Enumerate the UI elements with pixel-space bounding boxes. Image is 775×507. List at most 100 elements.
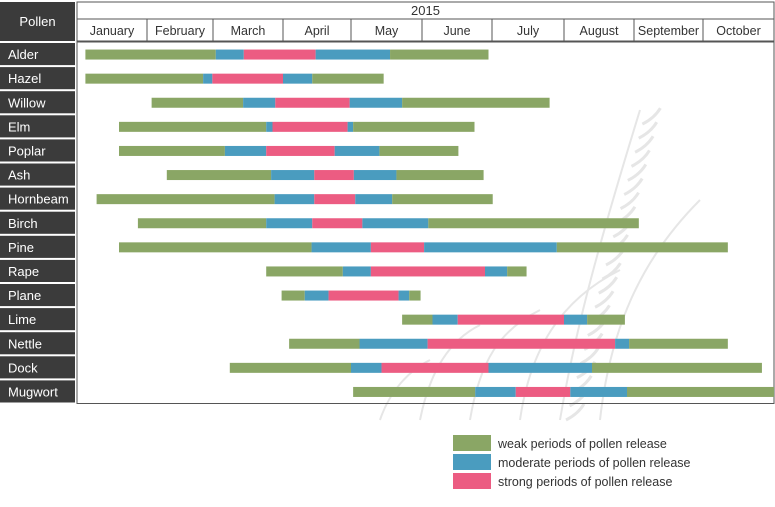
bar-elm-weak-0 — [119, 121, 267, 132]
row-label-pine: Pine — [8, 240, 34, 255]
row-label-cell — [0, 187, 75, 210]
chart-header: Pollen 2015 January February March April May Ju… — [0, 1, 775, 42]
header-left-label: Pollen — [19, 14, 55, 29]
row-label-cell — [0, 284, 75, 307]
bar-dock-strong-2 — [381, 362, 489, 373]
row-label-cell — [0, 380, 75, 403]
legend: weak periods of pollen release moderate p… — [453, 435, 691, 489]
pollen-row-ash: Ash — [0, 163, 484, 186]
month-label-september: September — [638, 24, 699, 38]
bar-hornbeam-moderate-1 — [274, 194, 315, 205]
bar-hornbeam-weak-4 — [392, 194, 493, 205]
bar-dock-moderate-1 — [351, 362, 382, 373]
row-label-cell — [0, 163, 75, 186]
row-label-cell — [0, 235, 75, 258]
bar-plane-moderate-1 — [304, 290, 329, 301]
pollen-row-hazel: Hazel — [0, 67, 384, 90]
bar-lime-weak-4 — [587, 314, 625, 325]
bar-nettle-weak-0 — [289, 338, 360, 349]
legend-swatch-strong — [453, 473, 491, 489]
row-label-rape: Rape — [8, 264, 39, 279]
plot-area — [76, 41, 775, 404]
bar-lime-moderate-1 — [432, 314, 458, 325]
bar-lime-strong-2 — [457, 314, 564, 325]
bar-plane-weak-4 — [409, 290, 421, 301]
month-label-july: July — [517, 24, 540, 38]
bar-hornbeam-strong-2 — [314, 194, 356, 205]
pollen-row-rape: Rape — [0, 259, 527, 282]
bar-pine-weak-4 — [556, 242, 728, 253]
bar-rape-moderate-1 — [342, 266, 371, 277]
bar-mugwort-moderate-3 — [570, 386, 627, 397]
row-label-mugwort: Mugwort — [8, 384, 58, 399]
row-label-willow: Willow — [8, 95, 46, 110]
bar-nettle-moderate-1 — [359, 338, 428, 349]
bar-hazel-weak-4 — [312, 73, 384, 84]
bar-nettle-moderate-3 — [615, 338, 630, 349]
bar-rape-strong-2 — [370, 266, 485, 277]
pollen-row-pine: Pine — [0, 235, 728, 258]
month-label-january: January — [90, 24, 135, 38]
bar-alder-moderate-3 — [315, 49, 391, 60]
bar-elm-weak-4 — [353, 121, 475, 132]
legend-label-weak: weak periods of pollen release — [497, 437, 667, 451]
bar-elm-moderate-3 — [347, 121, 354, 132]
bar-elm-moderate-1 — [266, 121, 273, 132]
bar-rape-moderate-3 — [485, 266, 508, 277]
row-label-cell — [0, 259, 75, 282]
month-label-april: April — [304, 24, 329, 38]
bar-willow-weak-0 — [151, 97, 244, 108]
legend-label-strong: strong periods of pollen release — [498, 475, 672, 489]
bar-birch-moderate-3 — [362, 218, 429, 229]
bar-hazel-moderate-1 — [203, 73, 213, 84]
bar-mugwort-weak-4 — [627, 386, 774, 397]
pollen-row-nettle: Nettle — [0, 332, 728, 355]
pollen-row-alder: Alder — [0, 43, 489, 66]
bar-ash-moderate-3 — [353, 170, 397, 181]
pollen-row-poplar: Poplar — [0, 139, 459, 162]
bar-plane-strong-2 — [328, 290, 399, 301]
bar-elm-strong-2 — [272, 121, 348, 132]
row-label-cell — [0, 139, 75, 162]
bar-plane-weak-0 — [281, 290, 305, 301]
legend-swatch-moderate — [453, 454, 491, 470]
bar-ash-weak-0 — [166, 170, 272, 181]
bar-pine-weak-0 — [119, 242, 312, 253]
bar-hazel-strong-2 — [212, 73, 283, 84]
bar-hornbeam-weak-0 — [96, 194, 275, 205]
row-label-dock: Dock — [8, 360, 38, 375]
row-label-alder: Alder — [8, 47, 39, 62]
bar-lime-weak-0 — [402, 314, 433, 325]
bar-poplar-strong-2 — [266, 145, 335, 156]
bar-rape-weak-4 — [507, 266, 527, 277]
pollen-row-mugwort: Mugwort — [0, 380, 774, 403]
month-label-august: August — [580, 24, 619, 38]
bar-mugwort-moderate-1 — [475, 386, 516, 397]
legend-label-moderate: moderate periods of pollen release — [498, 456, 691, 470]
bar-birch-weak-0 — [137, 218, 267, 229]
year-label: 2015 — [411, 3, 440, 18]
month-label-march: March — [231, 24, 266, 38]
row-label-cell — [0, 67, 75, 90]
row-label-ash: Ash — [8, 168, 30, 183]
month-label-february: February — [155, 24, 206, 38]
bar-poplar-weak-4 — [379, 145, 459, 156]
bar-mugwort-weak-0 — [353, 386, 476, 397]
bar-birch-strong-2 — [312, 218, 363, 229]
month-label-june: June — [443, 24, 470, 38]
bar-willow-weak-4 — [402, 97, 550, 108]
row-label-poplar: Poplar — [8, 143, 46, 158]
row-label-hazel: Hazel — [8, 71, 41, 86]
bar-willow-moderate-3 — [349, 97, 403, 108]
row-label-cell — [0, 356, 75, 379]
row-label-cell — [0, 332, 75, 355]
bar-hazel-moderate-3 — [283, 73, 313, 84]
pollen-row-hornbeam: Hornbeam — [0, 187, 493, 210]
row-label-birch: Birch — [8, 216, 38, 231]
pollen-row-dock: Dock — [0, 356, 762, 379]
row-label-cell — [0, 115, 75, 138]
bar-dock-weak-0 — [229, 362, 351, 373]
bar-alder-weak-0 — [85, 49, 216, 60]
row-label-plane: Plane — [8, 288, 41, 303]
